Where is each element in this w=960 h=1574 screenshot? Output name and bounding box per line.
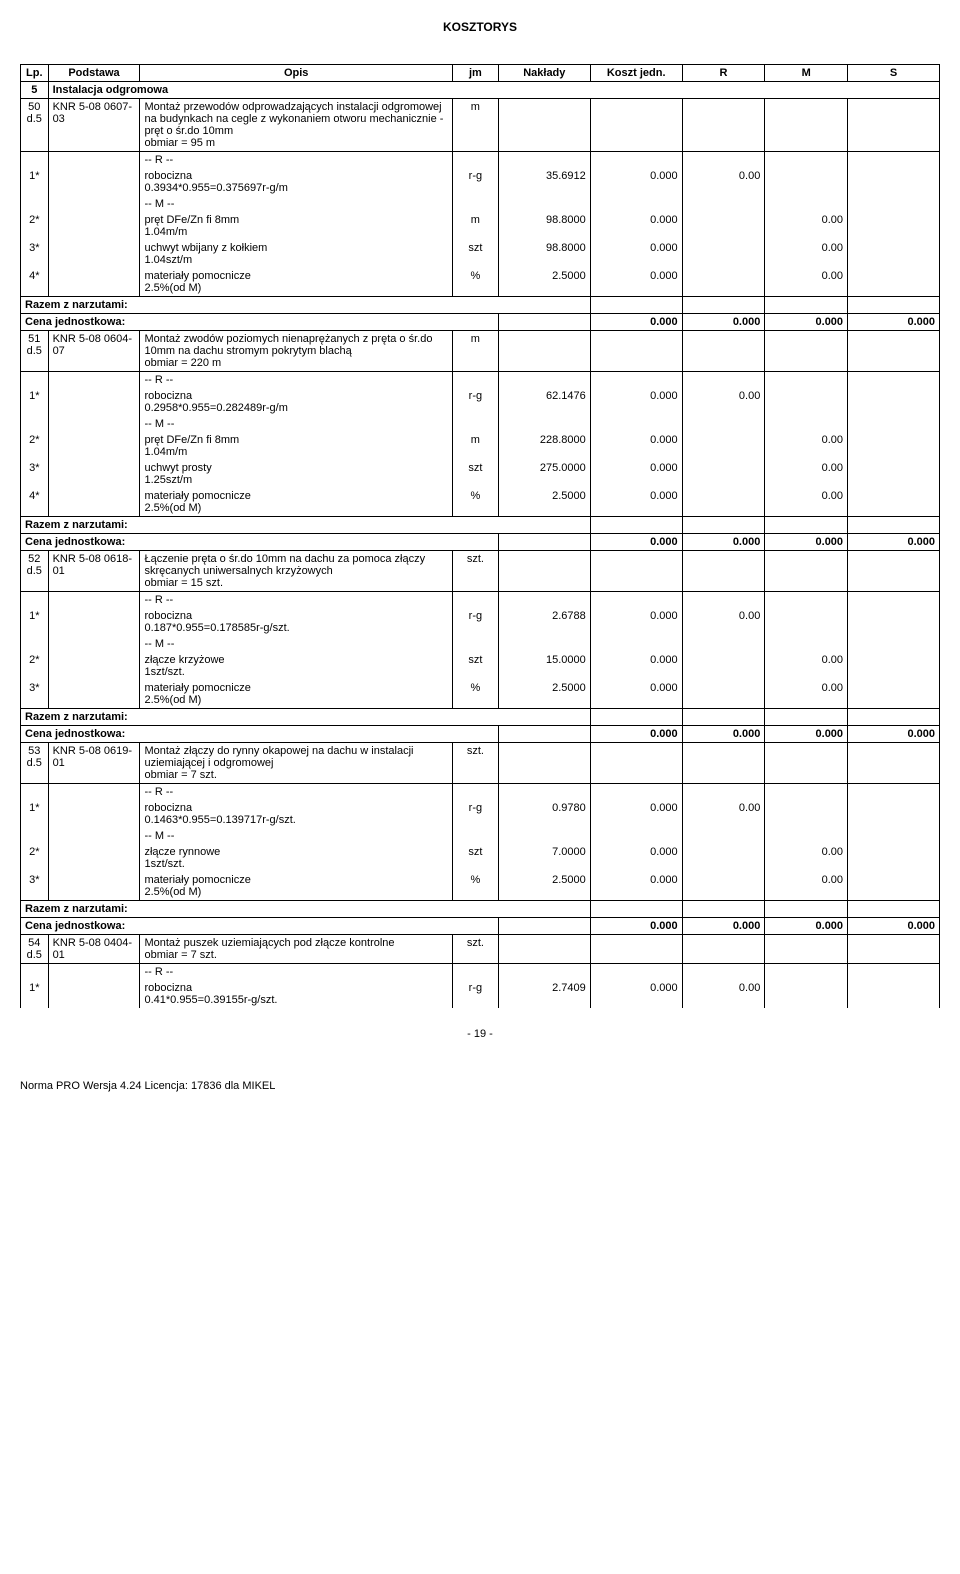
cena-row: Cena jednostkowa:0.0000.0000.0000.000 — [21, 534, 940, 551]
cost-line-row: 2*złącze rynnowe1szt/szt.szt7.00000.0000… — [21, 844, 940, 872]
cost-line-row: 1*robocizna0.3934*0.955=0.375697r-g/mr-g… — [21, 168, 940, 196]
group-label-row: -- M -- — [21, 828, 940, 844]
cost-line-row: 3*uchwyt wbijany z kołkiem1.04szt/mszt98… — [21, 240, 940, 268]
cost-table: Lp. Podstawa Opis jm Nakłady Koszt jedn.… — [20, 64, 940, 1008]
item-row: 54d.5KNR 5-08 0404-01Montaż puszek uziem… — [21, 935, 940, 964]
section-row: 5Instalacja odgromowa — [21, 82, 940, 99]
group-label-row: -- R -- — [21, 152, 940, 169]
doc-title: KOSZTORYS — [20, 20, 940, 34]
cost-line-row: 3*materiały pomocnicze2.5%(od M)%2.50000… — [21, 680, 940, 709]
razem-row: Razem z narzutami: — [21, 901, 940, 918]
header-row: Lp. Podstawa Opis jm Nakłady Koszt jedn.… — [21, 65, 940, 82]
group-label-row: -- M -- — [21, 196, 940, 212]
h-r: R — [682, 65, 765, 82]
page-number: - 19 - — [20, 1028, 940, 1040]
group-label-row: -- R -- — [21, 372, 940, 389]
cost-line-row: 1*robocizna0.1463*0.955=0.139717r-g/szt.… — [21, 800, 940, 828]
h-s: S — [848, 65, 940, 82]
group-label-row: -- M -- — [21, 636, 940, 652]
group-label-row: -- R -- — [21, 592, 940, 609]
item-row: 52d.5KNR 5-08 0618-01Łączenie pręta o śr… — [21, 551, 940, 592]
cena-row: Cena jednostkowa:0.0000.0000.0000.000 — [21, 314, 940, 331]
h-naklady: Nakłady — [498, 65, 590, 82]
item-row: 50d.5KNR 5-08 0607-03Montaż przewodów od… — [21, 99, 940, 152]
footer: Norma PRO Wersja 4.24 Licencja: 17836 dl… — [20, 1080, 940, 1092]
razem-row: Razem z narzutami: — [21, 297, 940, 314]
group-label-row: -- M -- — [21, 416, 940, 432]
cost-line-row: 3*uchwyt prosty1.25szt/mszt275.00000.000… — [21, 460, 940, 488]
h-opis: Opis — [140, 65, 452, 82]
cost-line-row: 1*robocizna0.187*0.955=0.178585r-g/szt.r… — [21, 608, 940, 636]
razem-row: Razem z narzutami: — [21, 517, 940, 534]
h-lp: Lp. — [21, 65, 49, 82]
cost-line-row: 2*złącze krzyżowe1szt/szt.szt15.00000.00… — [21, 652, 940, 680]
cost-line-row: 4*materiały pomocnicze2.5%(od M)%2.50000… — [21, 268, 940, 297]
cena-row: Cena jednostkowa:0.0000.0000.0000.000 — [21, 918, 940, 935]
cena-row: Cena jednostkowa:0.0000.0000.0000.000 — [21, 726, 940, 743]
cost-line-row: 4*materiały pomocnicze2.5%(od M)%2.50000… — [21, 488, 940, 517]
cost-line-row: 2*pręt DFe/Zn fi 8mm1.04m/mm228.80000.00… — [21, 432, 940, 460]
cost-line-row: 1*robocizna0.41*0.955=0.39155r-g/szt.r-g… — [21, 980, 940, 1008]
h-jm: jm — [452, 65, 498, 82]
item-row: 53d.5KNR 5-08 0619-01Montaż złączy do ry… — [21, 743, 940, 784]
group-label-row: -- R -- — [21, 784, 940, 801]
group-label-row: -- R -- — [21, 964, 940, 981]
item-row: 51d.5KNR 5-08 0604-07Montaż zwodów pozio… — [21, 331, 940, 372]
h-koszt: Koszt jedn. — [590, 65, 682, 82]
h-podstawa: Podstawa — [48, 65, 140, 82]
razem-row: Razem z narzutami: — [21, 709, 940, 726]
cost-line-row: 2*pręt DFe/Zn fi 8mm1.04m/mm98.80000.000… — [21, 212, 940, 240]
cost-line-row: 3*materiały pomocnicze2.5%(od M)%2.50000… — [21, 872, 940, 901]
h-m: M — [765, 65, 848, 82]
cost-line-row: 1*robocizna0.2958*0.955=0.282489r-g/mr-g… — [21, 388, 940, 416]
